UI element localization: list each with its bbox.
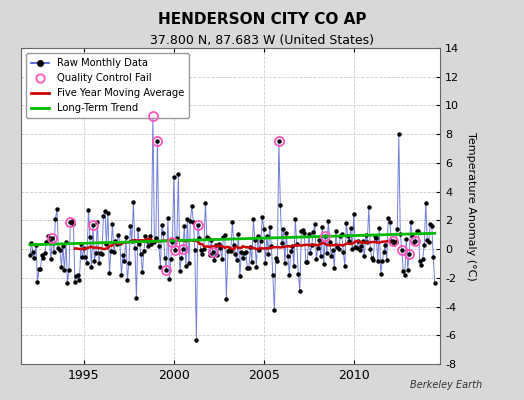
Legend: Raw Monthly Data, Quality Control Fail, Five Year Moving Average, Long-Term Tren: Raw Monthly Data, Quality Control Fail, …: [26, 53, 189, 118]
Text: Berkeley Earth: Berkeley Earth: [410, 380, 482, 390]
Text: 37.800 N, 87.683 W (United States): 37.800 N, 87.683 W (United States): [150, 34, 374, 47]
Text: HENDERSON CITY CO AP: HENDERSON CITY CO AP: [158, 12, 366, 27]
Y-axis label: Temperature Anomaly (°C): Temperature Anomaly (°C): [466, 132, 476, 280]
